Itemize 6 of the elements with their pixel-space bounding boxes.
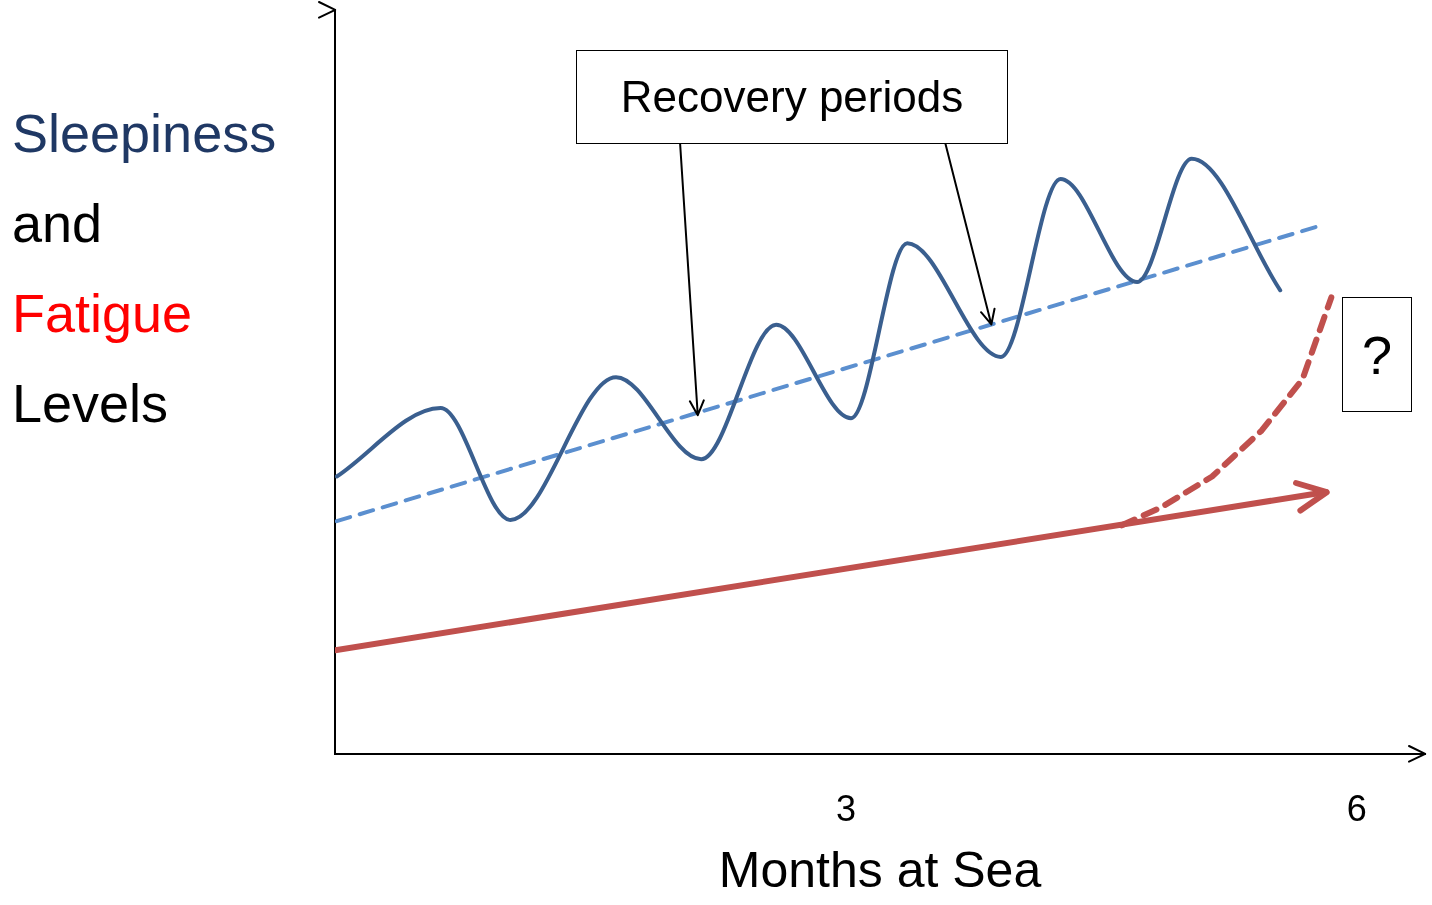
x-tick-label: 6 (1346, 788, 1367, 830)
annotation: Recovery periods (576, 50, 1008, 144)
x-tick-label: 3 (835, 788, 856, 830)
annotation: ? (1342, 297, 1412, 412)
x-axis-title: Months at Sea (718, 841, 1042, 898)
y-axis-title: Sleepiness and Fatigue Levels (12, 102, 277, 435)
